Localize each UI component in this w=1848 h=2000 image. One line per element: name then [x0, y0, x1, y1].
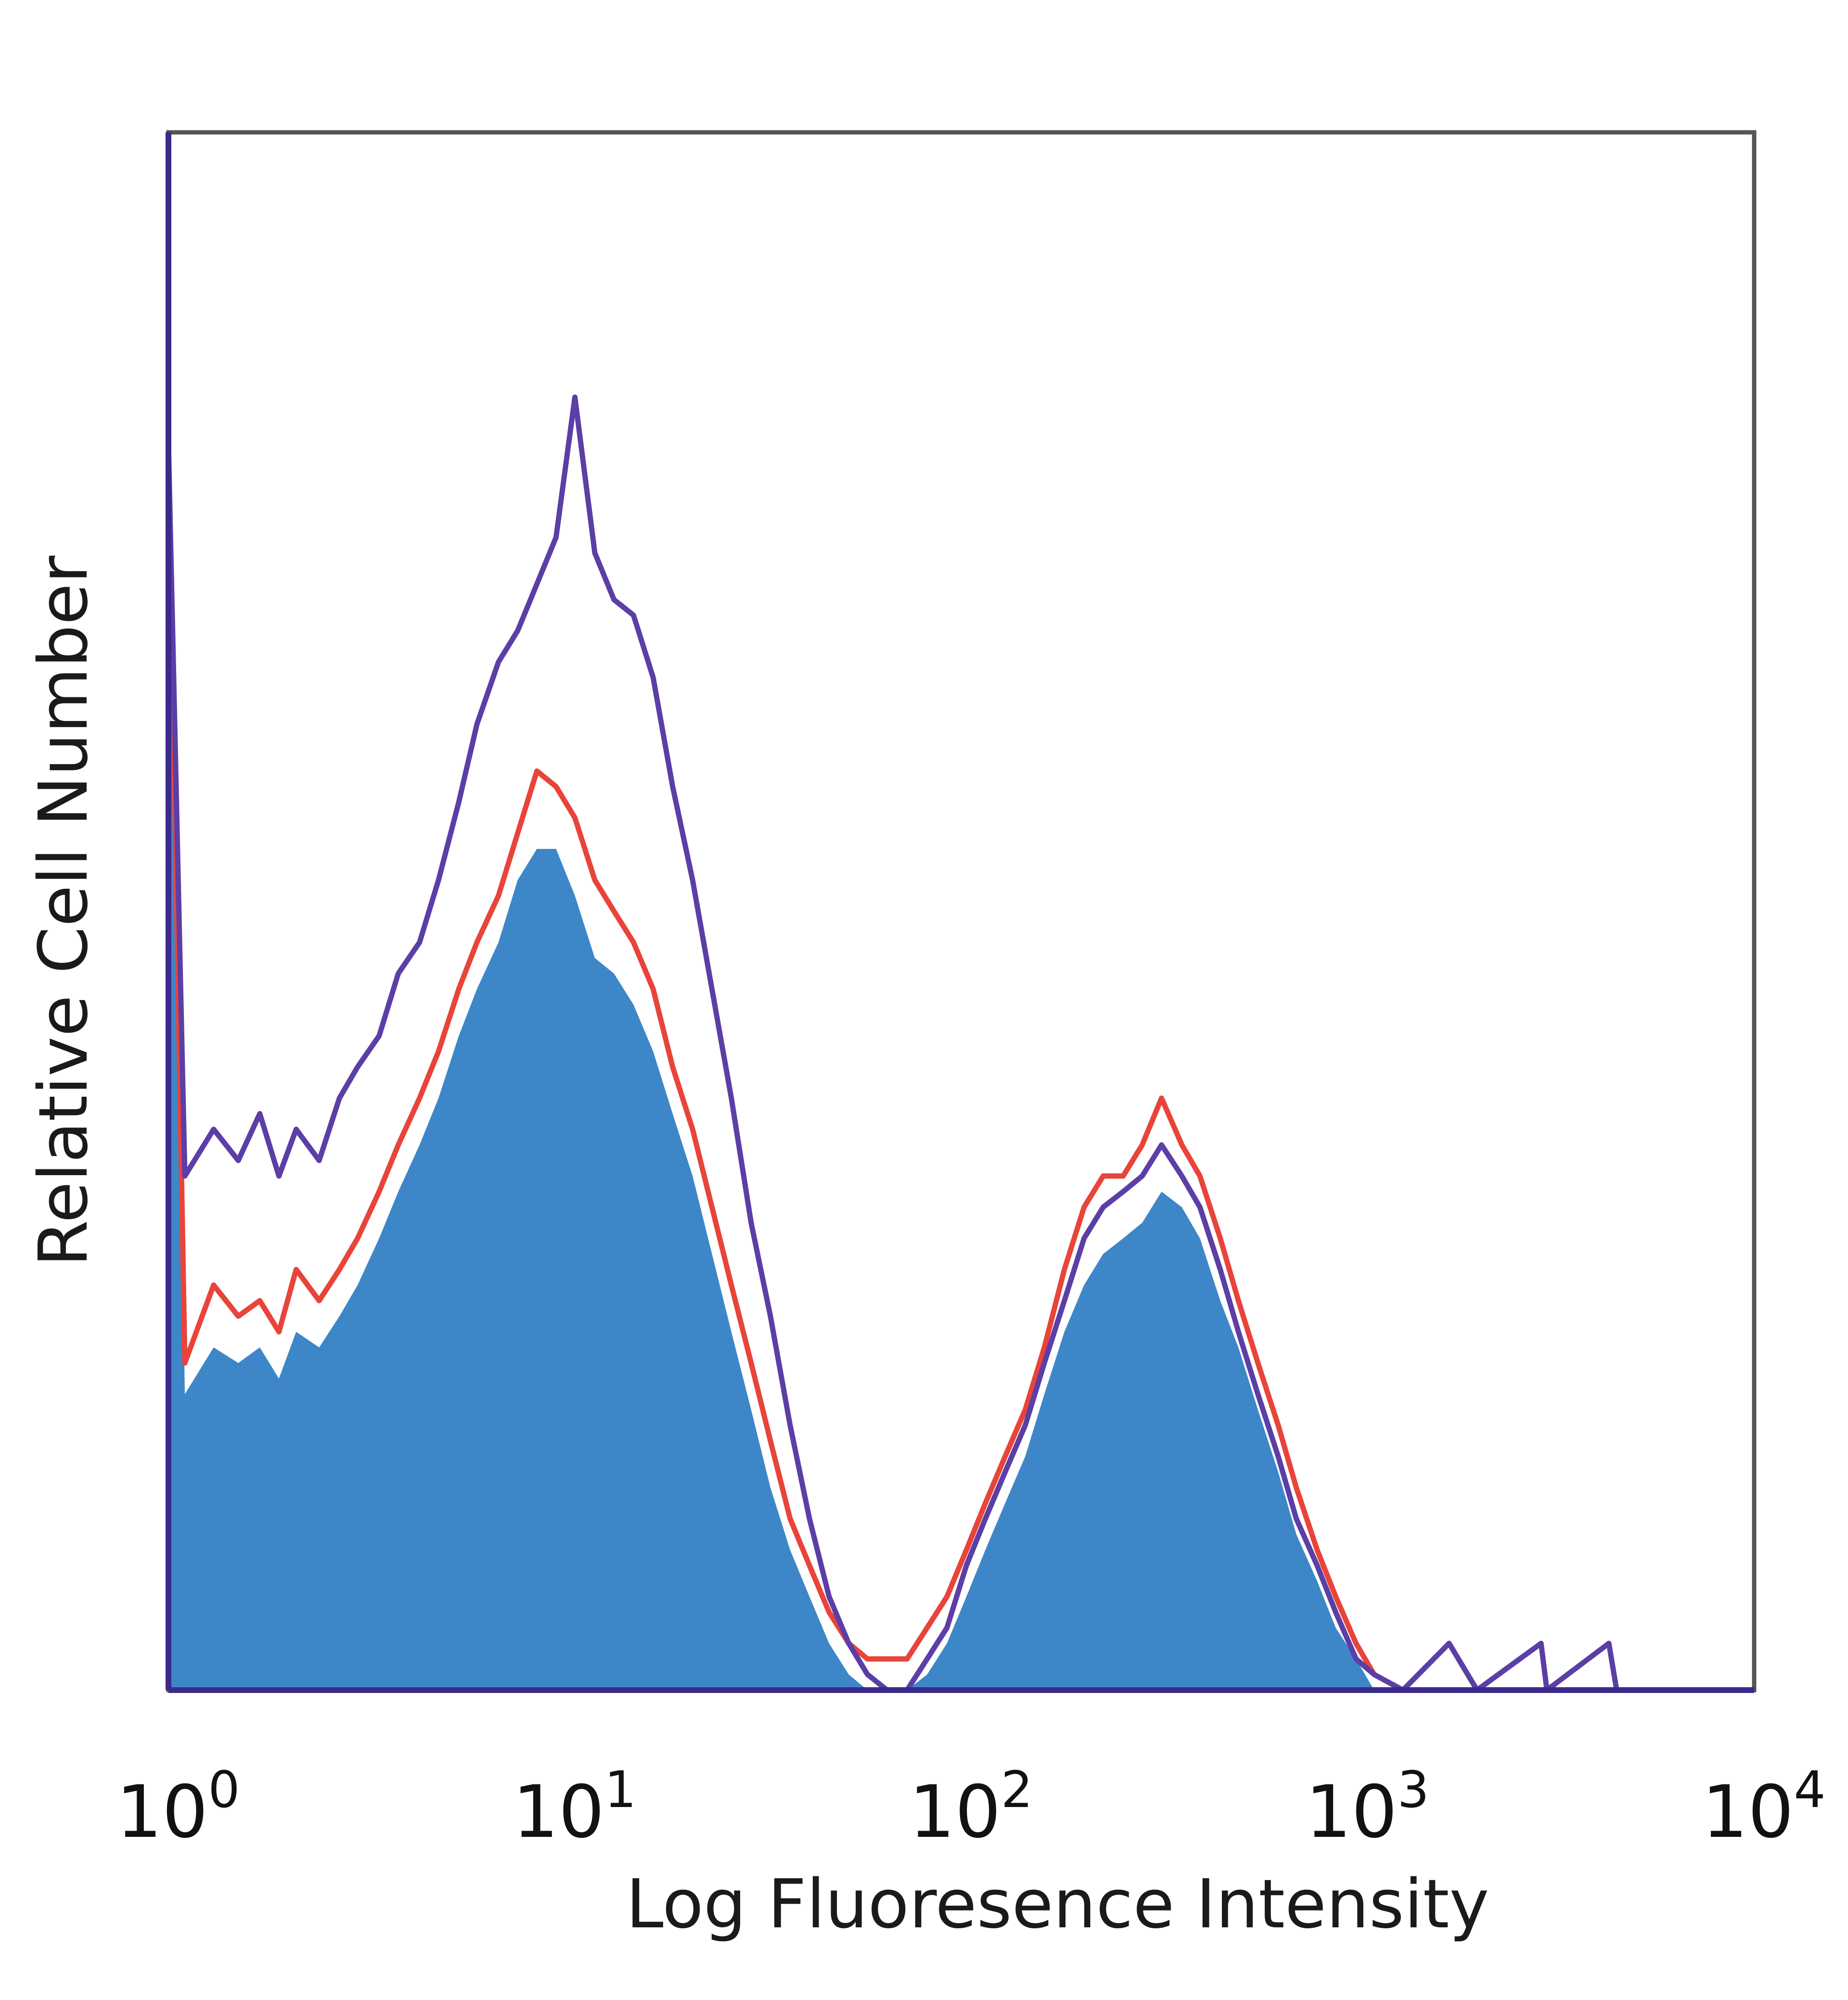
y-axis-title: Relative Cell Number: [25, 555, 103, 1267]
histogram-outline-series-2: [166, 394, 1754, 1693]
x-tick-label: 104: [1702, 1760, 1825, 1854]
x-tick-label: 103: [1306, 1760, 1429, 1854]
histogram-outline-series-1: [166, 444, 1754, 1693]
histogram-filled-series: [168, 444, 1754, 1691]
plot-area: [166, 394, 1754, 1693]
x-tick-label: 102: [909, 1760, 1033, 1854]
x-tick-label: 100: [116, 1760, 240, 1854]
x-tick-labels: 100 101 102 103 104: [116, 1760, 1825, 1854]
x-tick-label: 101: [513, 1760, 636, 1854]
x-axis-title: Log Fluoresence Intensity: [626, 1865, 1489, 1944]
